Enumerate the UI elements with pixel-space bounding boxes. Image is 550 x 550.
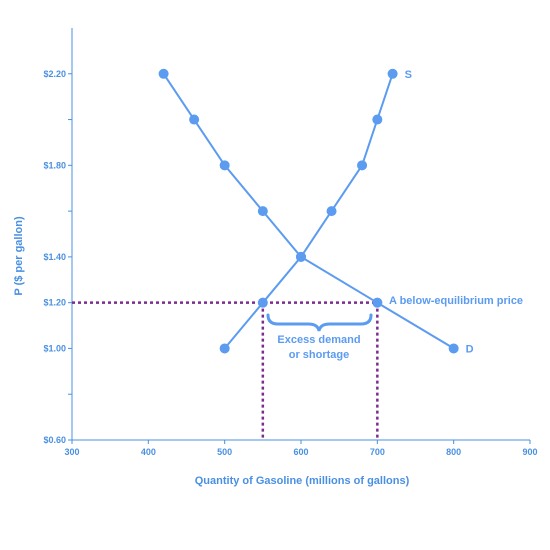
x-tick-label: 900 bbox=[522, 447, 537, 457]
x-tick-label: 700 bbox=[370, 447, 385, 457]
series-label-s: S bbox=[405, 69, 412, 81]
series-line-s bbox=[223, 73, 394, 350]
data-point-d bbox=[372, 297, 383, 308]
axes: 300 400 500 600 700 800 900 $0.60 $1.00 $1.20 $1.4… bbox=[43, 28, 538, 457]
series-label-d: D bbox=[466, 343, 474, 355]
data-point-d bbox=[158, 68, 169, 79]
series-lines bbox=[162, 73, 455, 350]
data-point-s bbox=[296, 251, 306, 262]
series-line-d bbox=[162, 73, 455, 350]
data-point-d bbox=[219, 160, 230, 171]
data-point-s bbox=[372, 114, 383, 125]
y-tick-label: $2.20 bbox=[43, 69, 66, 79]
y-tick-label: $0.60 bbox=[43, 435, 66, 445]
shortage-brace bbox=[266, 313, 373, 332]
data-point-d bbox=[189, 114, 200, 125]
x-axis-title: Quantity of Gasoline (millions of gallon… bbox=[195, 475, 410, 487]
x-tick-label: 300 bbox=[64, 447, 79, 457]
x-tick-label: 600 bbox=[293, 447, 308, 457]
annotation-shortage: or shortage bbox=[289, 349, 350, 361]
y-tick-label: $1.20 bbox=[43, 298, 66, 308]
y-tick-label: $1.40 bbox=[43, 252, 66, 262]
data-point-s bbox=[326, 206, 337, 217]
data-point-d bbox=[448, 343, 459, 354]
data-point-s bbox=[257, 297, 268, 308]
annotation-excess-demand: Excess demand bbox=[277, 334, 360, 346]
labels: Quantity of Gasoline (millions of gallon… bbox=[13, 216, 523, 487]
x-tick-label: 400 bbox=[141, 447, 156, 457]
data-point-s bbox=[219, 343, 230, 354]
data-point-s bbox=[387, 68, 398, 79]
data-point-d bbox=[257, 206, 268, 217]
reference-lines bbox=[72, 301, 379, 440]
series-points: DS bbox=[158, 68, 474, 355]
data-point-s bbox=[357, 160, 368, 171]
x-tick-label: 800 bbox=[446, 447, 461, 457]
annotation-below-equilibrium: A below-equilibrium price bbox=[389, 295, 523, 307]
y-tick-label: $1.80 bbox=[43, 160, 66, 170]
x-tick-label: 500 bbox=[217, 447, 232, 457]
y-tick-label: $1.00 bbox=[43, 343, 66, 353]
y-axis-title: P ($ per gallon) bbox=[13, 216, 25, 296]
